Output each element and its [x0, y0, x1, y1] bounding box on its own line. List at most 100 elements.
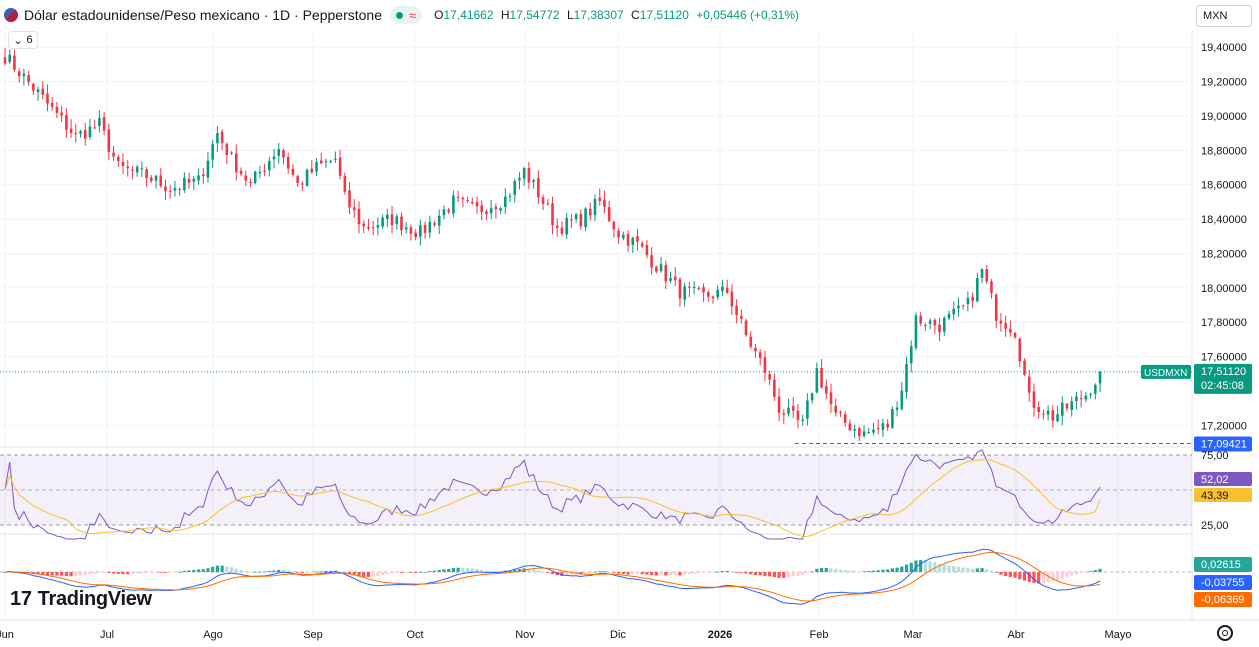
candle — [381, 217, 384, 227]
macd-bar — [69, 572, 73, 577]
macd-bar — [862, 571, 866, 573]
macd-bar — [1060, 572, 1064, 579]
macd-histogram — [3, 560, 1102, 584]
macd-bar — [55, 572, 59, 576]
macd-bar — [626, 572, 630, 575]
symbol-price-tag-label: USDMXN — [1144, 368, 1187, 379]
candle — [659, 264, 663, 272]
candle — [433, 223, 436, 226]
price-tick-label: 19,20000 — [1201, 77, 1247, 89]
macd-bar — [409, 572, 413, 573]
gear-icon[interactable] — [1217, 625, 1233, 641]
candle — [74, 133, 78, 135]
candle — [461, 197, 465, 200]
candle — [1051, 410, 1055, 421]
tradingview-logo[interactable]: 17 TradingView — [10, 588, 152, 611]
macd-bar — [239, 569, 243, 572]
macd-bar — [640, 572, 644, 575]
macd-bar — [281, 569, 286, 572]
candle — [754, 347, 757, 352]
price-tick-label: 17,80000 — [1201, 317, 1247, 329]
candle — [173, 188, 177, 191]
symbol-title[interactable]: Dólar estadounidense/Peso mexicano · 1D … — [24, 7, 382, 23]
macd-bar — [631, 572, 635, 575]
rsi-ma-badge — [1194, 488, 1252, 502]
macd-bar — [810, 571, 814, 573]
macd-bar — [390, 572, 394, 574]
macd-bar — [532, 569, 536, 572]
macd-bar — [385, 572, 389, 575]
candle — [725, 287, 729, 293]
macd-bar — [74, 572, 78, 577]
macd-bar — [753, 572, 758, 575]
candle — [839, 411, 842, 413]
candle — [456, 196, 460, 198]
candle — [352, 207, 356, 210]
macd-bar — [876, 570, 880, 572]
candle — [466, 200, 469, 202]
candle — [532, 179, 535, 182]
candle — [230, 152, 233, 154]
macd-bar — [744, 572, 748, 574]
candle — [829, 392, 833, 405]
time-axis-label: Mayo — [1105, 629, 1132, 641]
macd-bar — [357, 572, 361, 577]
candle — [376, 225, 380, 228]
candle — [518, 177, 521, 181]
candle — [636, 236, 639, 242]
candle — [834, 405, 838, 413]
macd-bar — [683, 572, 687, 575]
macd-bar — [1046, 572, 1050, 583]
candle — [371, 227, 375, 229]
macd-bar — [45, 572, 50, 576]
macd-bar — [480, 569, 484, 572]
candle — [952, 308, 956, 315]
macd-bar — [352, 572, 356, 576]
macd-bar — [838, 569, 843, 572]
macd-bar — [635, 572, 640, 575]
macd-bar — [173, 572, 177, 573]
macd-bar — [333, 570, 337, 572]
macd-bar — [187, 570, 191, 572]
price-tick-label: 17,20000 — [1201, 420, 1247, 432]
candle — [560, 227, 564, 234]
candle — [116, 156, 120, 161]
macd-bar — [102, 572, 106, 573]
market-status-badge[interactable]: ≈ — [389, 6, 423, 24]
macd-bar — [1022, 572, 1027, 581]
macd-bar — [527, 568, 531, 572]
macd-bar — [1032, 572, 1036, 584]
time-axis-label: Ago — [203, 629, 223, 641]
candle — [513, 180, 517, 195]
candle — [886, 423, 889, 428]
candle — [55, 107, 59, 113]
rsi-ma-label: 43,39 — [1201, 490, 1229, 502]
macd-bar — [371, 572, 375, 577]
macd-bar — [1070, 572, 1074, 576]
candle — [390, 214, 394, 226]
macd-bar — [805, 572, 809, 574]
candle — [891, 408, 894, 428]
macd-bar — [980, 568, 984, 572]
candle — [98, 118, 101, 127]
macd-bar — [678, 572, 682, 576]
candle — [966, 297, 970, 305]
candle — [716, 289, 720, 298]
macd-bar — [225, 566, 229, 572]
indicators-toggle[interactable]: ⌄ 6 — [8, 31, 38, 49]
candle — [980, 269, 984, 278]
macd-bar — [399, 572, 404, 573]
candle — [777, 396, 781, 413]
candle — [655, 266, 658, 272]
macd-bar — [560, 572, 564, 576]
candle — [574, 214, 578, 220]
macd-bar — [234, 568, 238, 572]
currency-button[interactable]: MXN — [1196, 5, 1252, 27]
macd-bar — [1013, 572, 1017, 578]
candle — [551, 203, 554, 225]
rsi-level-label: 75,00 — [1201, 450, 1229, 462]
macd-bar — [310, 572, 314, 573]
candle — [447, 209, 450, 212]
macd-bar — [782, 572, 786, 578]
